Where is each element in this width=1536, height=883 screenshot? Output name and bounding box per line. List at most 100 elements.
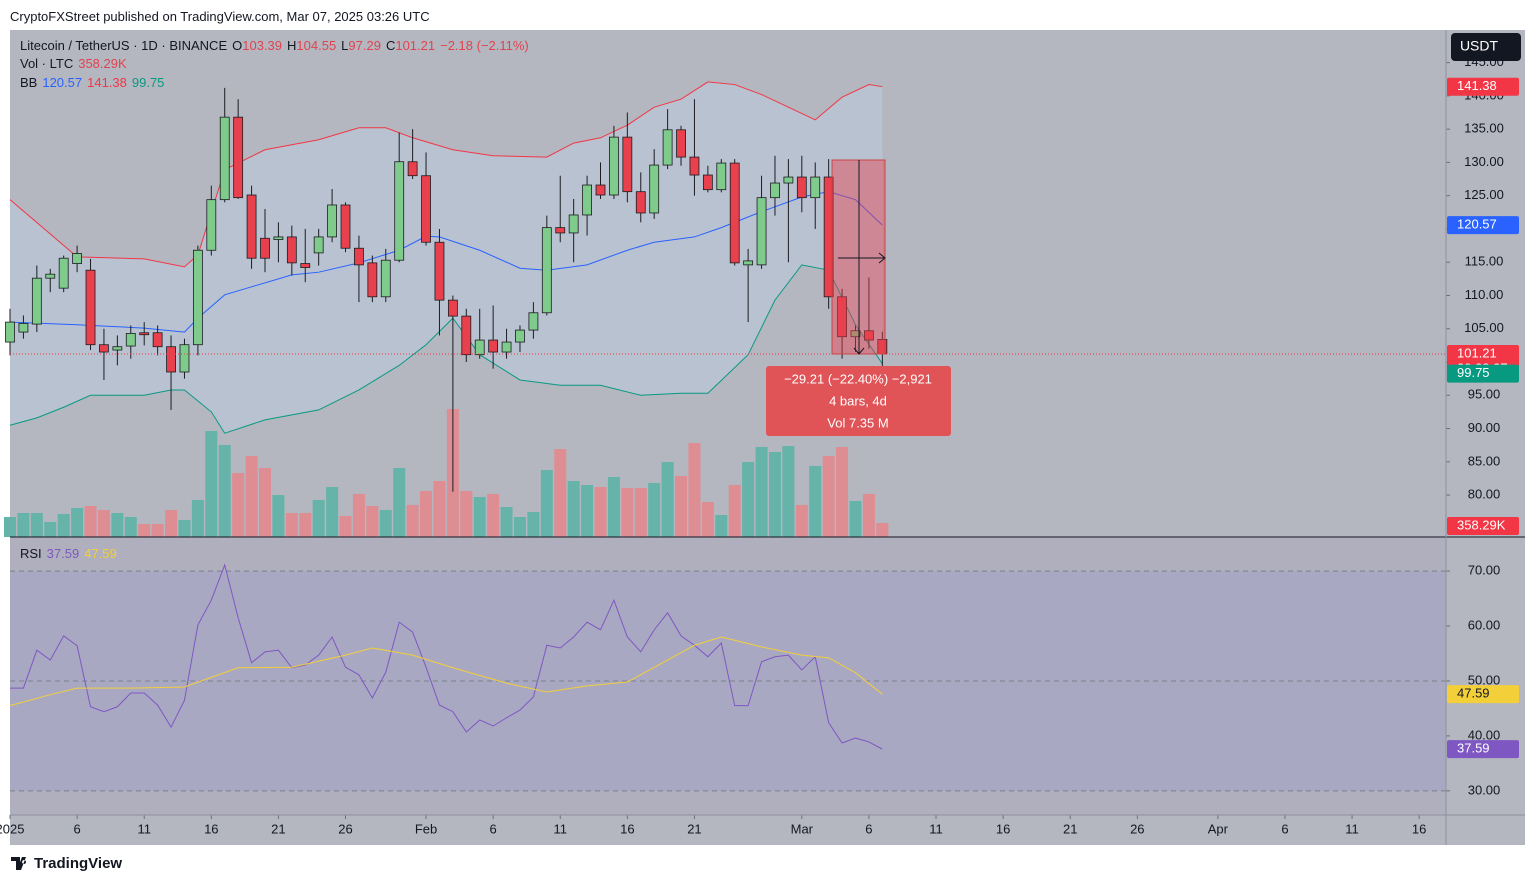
volume-bar	[782, 446, 795, 537]
candle-body	[837, 296, 847, 338]
candle-body	[18, 323, 29, 333]
volume-bar	[675, 476, 688, 537]
candle-body	[864, 330, 874, 341]
x-tick-label: Mar	[791, 821, 814, 836]
x-tick-label: 6	[1281, 821, 1288, 836]
volume-bar	[849, 501, 862, 537]
candle-body	[313, 236, 324, 254]
y-tick-label: 135.00	[1464, 121, 1504, 136]
currency-label[interactable]: USDT	[1460, 38, 1499, 54]
ohlc-letter: H	[287, 38, 297, 53]
bb-label: BB	[20, 75, 38, 90]
x-tick-label: 16	[620, 821, 634, 836]
candle-body	[770, 182, 780, 199]
price-badge	[1447, 364, 1519, 383]
volume-bar	[581, 485, 594, 537]
published: CryptoFXStreet published on TradingView.…	[10, 9, 430, 24]
bb-value: 141.38	[87, 75, 127, 90]
symbol-title: Litecoin / TetherUS · 1D · BINANCE	[20, 38, 228, 53]
candle-body	[595, 184, 606, 196]
volume-bar	[487, 493, 500, 537]
volume-bar	[232, 473, 245, 537]
candle-body	[635, 191, 646, 214]
price-badge	[1447, 685, 1519, 704]
volume-bar	[339, 516, 352, 537]
candle-body	[568, 214, 579, 234]
volume-bar	[742, 462, 755, 537]
rsi-line	[9, 636, 883, 707]
volume-bar	[379, 510, 392, 537]
x-tick-label: 16	[1412, 821, 1426, 836]
y-tick-label: 95.00	[1468, 387, 1501, 402]
price-badge-label: 37.59	[1457, 741, 1490, 756]
candle-body	[783, 176, 794, 184]
candle-body	[327, 204, 337, 238]
volume-bar	[312, 499, 325, 537]
volume-bar	[621, 488, 634, 537]
volume-bar	[352, 493, 365, 537]
volume-bar	[460, 491, 473, 537]
bb-value: 120.57	[42, 75, 83, 90]
candle-body	[689, 156, 700, 176]
candle-body	[421, 175, 431, 243]
volume-bar	[795, 504, 808, 537]
volume-bar	[862, 493, 875, 537]
candle-body	[380, 259, 391, 298]
ohlc-value: 101.21	[395, 38, 436, 53]
candle-body	[662, 129, 673, 166]
candle-body	[340, 204, 351, 249]
price-badge-label: 101.21	[1457, 345, 1497, 360]
volume-bar	[30, 513, 43, 537]
change: −2.18 (−2.11%)	[440, 38, 529, 53]
x-tick-label: 26	[1130, 821, 1144, 836]
candle-body	[31, 277, 42, 325]
candle-body	[676, 129, 686, 158]
candle-body	[354, 247, 364, 266]
y-tick-label: 40.00	[1468, 727, 1501, 742]
x-tick-label: Apr	[1208, 821, 1229, 836]
volume-bar	[500, 507, 513, 537]
candle-body	[246, 194, 257, 259]
x-tick-label: 11	[137, 821, 151, 836]
x-tick-label: 11	[1345, 821, 1359, 836]
volume-bar	[728, 485, 741, 537]
volume-bar	[258, 468, 271, 537]
y-tick-label: 110.00	[1465, 287, 1504, 302]
candle-body	[609, 136, 619, 196]
y-tick-label: 85.00	[1468, 453, 1501, 468]
rsi-label: RSI	[20, 546, 42, 561]
candle-body	[582, 184, 592, 216]
rsi-ma-value: 47.59	[84, 546, 117, 561]
legend-main: Litecoin / TetherUS · 1D · BINANCE O103.…	[20, 38, 529, 53]
x-tick-label: 6	[490, 821, 497, 836]
candle-body	[702, 174, 713, 191]
volume-bar	[97, 510, 110, 537]
published-line: CryptoFXStreet published on TradingView.…	[10, 9, 430, 24]
x-tick-label: 21	[687, 821, 701, 836]
y-tick-label: 90.00	[1468, 420, 1501, 435]
volume-bar	[4, 516, 16, 537]
candle-body	[622, 136, 633, 193]
volume-bar	[594, 487, 607, 537]
candle-body	[515, 329, 525, 343]
y-tick-label: 50.00	[1468, 672, 1501, 687]
volume-bar	[44, 521, 57, 537]
legend-volume: Vol · LTC 358.29K	[20, 56, 127, 71]
price-badge	[1447, 216, 1519, 235]
volume-bar	[17, 513, 30, 537]
candle-body	[716, 162, 727, 191]
x-tick-label: 11	[929, 821, 943, 836]
y-tick-label: 115.00	[1465, 254, 1504, 269]
currency-button[interactable]	[1451, 33, 1521, 61]
main-layer	[5, 81, 1446, 750]
volume-bar	[715, 515, 728, 537]
bb-value: 99.75	[131, 75, 165, 90]
ohlc-value: 97.29	[348, 38, 381, 53]
candle-body	[219, 116, 230, 201]
candle-body	[152, 332, 163, 348]
volume-bar	[688, 443, 701, 537]
volume-bar	[809, 465, 822, 537]
volume-bar	[84, 505, 97, 537]
volume-bar	[124, 516, 137, 537]
